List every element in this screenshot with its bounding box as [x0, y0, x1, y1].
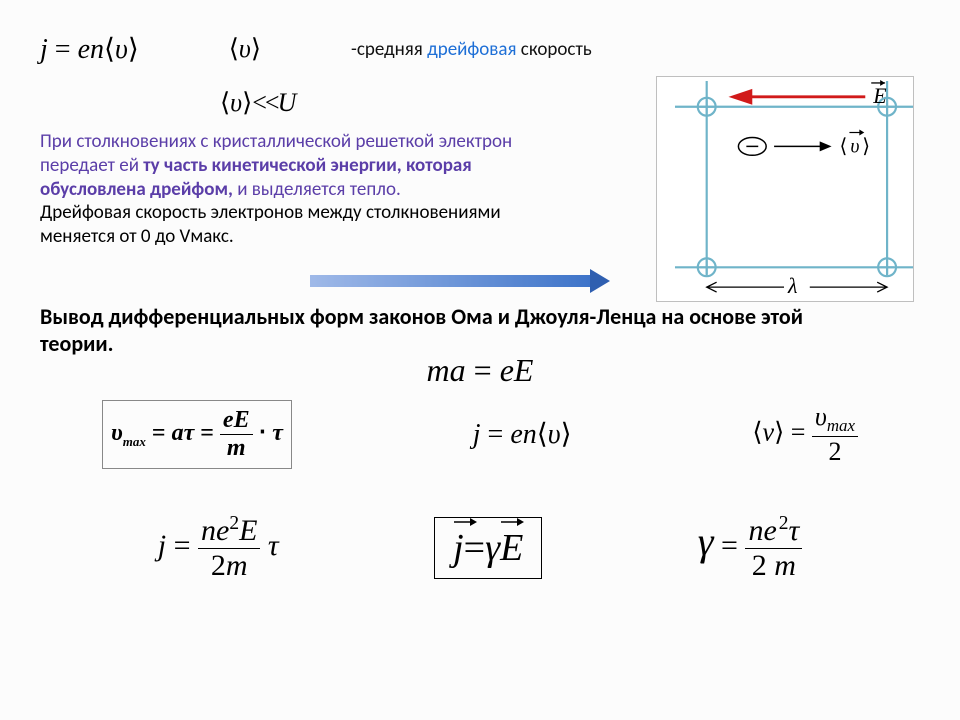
bra-l: ⟨ [220, 88, 230, 117]
explanation-paragraph: При столкновениях с кристаллической реше… [40, 130, 620, 249]
eq-newton: ma = eE [40, 351, 920, 390]
t: τ [272, 420, 283, 446]
eq-gamma-def: γ = ne2τ2 m [698, 513, 803, 583]
t-bold: ту часть кинетической энергии, которая [143, 154, 471, 177]
sym-eE: eE [500, 352, 534, 388]
t: m [224, 435, 249, 462]
t: τ [789, 514, 800, 547]
svg-text:E: E [872, 84, 886, 108]
t: ⟩ [774, 417, 784, 446]
t: ne [201, 514, 229, 547]
svg-text:⟨: ⟨ [840, 135, 848, 157]
para-line-1: При столкновениях с кристаллической реше… [40, 130, 620, 154]
t: передает ей [40, 154, 143, 177]
eq-j-en-v: j = en⟨υ⟩ [40, 32, 139, 66]
vec-j: j [453, 526, 464, 570]
bra-r: ⟩ [242, 88, 252, 117]
t: и выделяется тепло. [233, 178, 401, 201]
t: = [714, 529, 746, 562]
sym-ma: ma [427, 352, 466, 388]
section-heading: Вывод дифференциальных форм законов Ома … [40, 303, 880, 357]
svg-text:υ: υ [850, 135, 859, 157]
t: E [500, 527, 523, 569]
t: γ [698, 519, 714, 564]
t: γ [485, 526, 500, 570]
para-line-2: передает ей ту часть кинетической энерги… [40, 154, 620, 178]
svg-text:λ: λ [787, 274, 797, 298]
t: v [763, 417, 775, 446]
sym-en: en [78, 34, 104, 65]
t: 2 [229, 513, 239, 534]
t: eE [220, 407, 253, 434]
definition-drift-velocity: -средняя дрейфовая скорость [351, 38, 592, 61]
row-derivation-1: υmax = aτ = eEm ⋅ τ j = en⟨υ⟩ ⟨v⟩ = υmax… [102, 400, 858, 469]
sym-U: U [278, 88, 297, 117]
t: = [481, 419, 511, 450]
t: τ [184, 420, 195, 446]
t: en [510, 419, 536, 450]
bra-r: ⟩ [128, 34, 139, 65]
row-derivation-2: j = ne2E2m τ j = γ E γ = ne2τ2 m [80, 513, 880, 583]
t: max [123, 434, 146, 449]
lattice-diagram: E ⟨ υ ⟩ λ [656, 76, 914, 302]
t: ⋅ [253, 420, 273, 446]
t: max [827, 416, 855, 435]
para-line-4: Дрейфовая скорость электронов между стол… [40, 201, 620, 225]
t: ⟨ [752, 417, 762, 446]
t: υ [815, 402, 827, 431]
sym-upsilon: υ [230, 88, 242, 117]
t: υ [548, 419, 561, 450]
eq-j-expanded: j = ne2E2m τ [158, 513, 279, 583]
svg-text:⟩: ⟩ [862, 135, 870, 157]
eq-mean-v-half: ⟨v⟩ = υmax 2 [752, 402, 858, 467]
t: υ [111, 420, 123, 446]
eq-j-gamma-E-boxed: j = γ E [434, 517, 542, 579]
t: 2 [779, 513, 789, 534]
t: = [194, 420, 220, 446]
t: = [784, 417, 812, 446]
sym-j: j [40, 34, 48, 65]
arrow-head-icon [590, 269, 610, 293]
bra-l: ⟨ [104, 34, 115, 65]
sym-upsilon: υ [239, 34, 251, 63]
sym-eq: = [466, 352, 500, 388]
t: E [239, 514, 257, 547]
t: j [473, 419, 481, 450]
sym-eq: = [48, 34, 78, 65]
vec-E: E [500, 526, 523, 570]
eq-mean-v: ⟨υ⟩ [229, 34, 261, 64]
t: j [158, 529, 166, 562]
t: j [453, 527, 464, 569]
t: 2 [825, 437, 844, 467]
t: ne [748, 514, 776, 547]
t: = [166, 529, 198, 562]
def-suffix: скорость [517, 38, 592, 61]
eq-j-en-v-2: j = en⟨υ⟩ [473, 417, 572, 451]
arrow-shaft [310, 275, 590, 287]
t: τ [260, 529, 278, 562]
t: = [146, 420, 172, 446]
row-formula-definition: j = en⟨υ⟩ ⟨υ⟩ -средняя дрейфовая скорост… [40, 32, 920, 66]
t: a [172, 420, 184, 446]
para-line-5: меняется от 0 до Vмакс. [40, 225, 620, 249]
bra-r: ⟩ [251, 34, 261, 63]
t: ⟩ [561, 419, 572, 450]
t: = [464, 526, 485, 570]
ltlt: << [252, 88, 277, 117]
def-prefix: -средняя [351, 38, 427, 61]
t: ⟨ [537, 419, 548, 450]
t-bold: обусловлена дрейфом, [40, 178, 233, 201]
arrow-to-diagram [310, 272, 610, 290]
eq-vmax-boxed: υmax = aτ = eEm ⋅ τ [102, 400, 292, 469]
def-blue-word: дрейфовая [427, 38, 516, 61]
para-line-3: обусловлена дрейфом, и выделяется тепло. [40, 178, 620, 202]
bra-l: ⟨ [229, 34, 239, 63]
sym-upsilon: υ [115, 34, 128, 65]
